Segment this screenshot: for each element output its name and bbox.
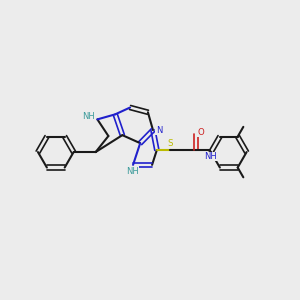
Text: NH: NH [205,152,217,161]
Text: O: O [197,128,204,137]
Text: S: S [167,139,173,148]
Text: N: N [156,126,162,135]
Text: NH: NH [126,167,139,176]
Text: NH: NH [82,112,95,121]
